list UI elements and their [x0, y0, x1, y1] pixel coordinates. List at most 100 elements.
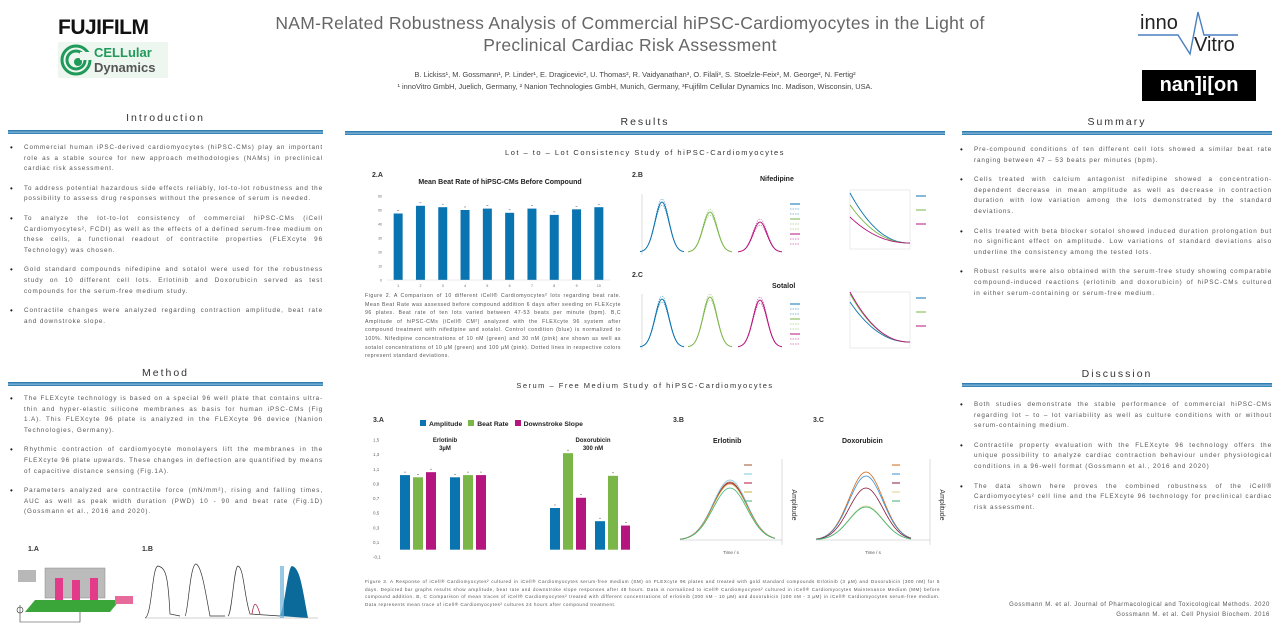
decay-curve [849, 192, 910, 244]
beat-rate-bar-chart: 0 10 20 30 40 50 60 1 2 3 4 5 6 7 8 9 10 [378, 195, 610, 288]
fujifilm-logo: FUJIFILM [58, 16, 149, 39]
decay-curve [849, 216, 910, 244]
lower-sd-trace [639, 204, 685, 252]
amplitude-axis-label: Amplitude [790, 489, 797, 520]
bar [460, 210, 470, 280]
method-list: The FLEXcyte technology is based on a sp… [8, 394, 323, 527]
plot-frame [849, 189, 911, 250]
bar-downstroke-slope [426, 472, 436, 550]
x-tick-label: 1 [397, 284, 399, 288]
nanion-logo: nan]i[on [1142, 70, 1256, 101]
bar [572, 209, 582, 280]
fig-3c-label: 3.C [813, 417, 824, 424]
legend-downstroke-slope: Downstroke Slope [514, 420, 583, 428]
mean-trace [815, 471, 912, 540]
summary-heading: Summary [1087, 116, 1147, 128]
bar-amplitude [550, 508, 560, 550]
upper-sd-trace [687, 293, 733, 347]
bar [594, 207, 604, 280]
fig-1a-label: 1.A [28, 546, 39, 553]
legend-beat-rate: Beat Rate [468, 420, 509, 428]
bar [527, 208, 537, 280]
fig-2a-title: Mean Beat Rate of hiPSC-CMs Before Compo… [418, 179, 582, 186]
results-divider [345, 131, 945, 135]
innovitro-logo: inno Vitro [1138, 8, 1253, 58]
bar-amplitude [595, 521, 605, 550]
x-tick-label: 7 [531, 284, 533, 288]
x-tick-label: 6 [509, 284, 511, 288]
group-label: Erlotinib [433, 438, 458, 444]
time-axis-label: Time / s [865, 550, 882, 555]
x-tick-label: 10 [597, 284, 601, 288]
summary-list: Pre-compound conditions of ten different… [958, 145, 1272, 308]
upper-sd-trace [737, 218, 783, 253]
lower-sd-trace [687, 299, 733, 347]
mean-trace [679, 481, 776, 540]
nifedipine-amplitude-traces [639, 194, 800, 255]
y-tick-label: 1,5 [373, 438, 380, 443]
bar-amplitude [400, 475, 410, 550]
y-tick-label: 0,3 [373, 525, 380, 530]
discussion-bullet: The data shown here proves the combined … [958, 482, 1272, 514]
contraction-parameter-traces [144, 563, 318, 619]
bar-beat-rate [463, 475, 473, 550]
intro-bullet: Commercial human iPSC-derived cardiomyoc… [8, 143, 323, 175]
y-tick-label: 0,9 [373, 481, 380, 486]
mean-trace [687, 296, 733, 348]
bar-amplitude [450, 477, 460, 550]
method-bullet: The FLEXcyte technology is based on a sp… [8, 394, 323, 436]
legend-amplitude: Amplitude [420, 420, 462, 428]
intro-bullet: To address potential hazardous side effe… [8, 184, 323, 205]
bar-beat-rate [608, 475, 618, 550]
lower-sd-trace [737, 302, 783, 347]
reference-item: Gossmann M. et al. Cell Physiol Biochem.… [1116, 612, 1270, 618]
y-tick-label: 10 [378, 265, 382, 269]
amplitude-axis-label: Amplitude [938, 489, 945, 520]
discussion-heading: Discussion [1081, 368, 1153, 380]
references: Gossmann M. et al. Journal of Pharmacolo… [962, 600, 1270, 620]
lower-sd-trace [737, 224, 783, 253]
upper-sd-trace [687, 208, 733, 252]
bar [393, 213, 403, 280]
introduction-heading: Introduction [126, 112, 205, 124]
x-tick-label: 5 [486, 284, 488, 288]
nifedipine-decay-chart [849, 189, 926, 250]
upper-sd-trace [639, 198, 685, 252]
fig-2-caption: Figure 2. A Comparison of 10 different i… [365, 293, 621, 360]
erlotinib-trace-title: Erlotinib [713, 438, 742, 445]
y-tick-label: 0,5 [373, 511, 380, 516]
bar [549, 214, 559, 280]
fig-2b-label: 2.B [632, 172, 643, 179]
fig-2a-label: 2.A [372, 172, 383, 179]
introduction-divider [8, 130, 323, 134]
group-label: Doxorubicin [575, 438, 610, 444]
fig-3a-legend: Amplitude Beat Rate Downstroke Slope [420, 420, 583, 428]
discussion-bullet: Both studies demonstrate the stable perf… [958, 400, 1272, 432]
sotalol-amplitude-traces [639, 293, 800, 350]
group-sublabel: 300 nM [583, 446, 603, 452]
lot-study-title: Lot – to – Lot Consistency Study of hiPS… [505, 148, 785, 157]
fig-1b-label: 1.B [142, 546, 153, 553]
cdi-logo-line1: CELLular [94, 45, 152, 60]
time-axis-label: Time / s [723, 550, 740, 555]
flexcyte-plate-schematic [16, 567, 133, 623]
mean-trace [737, 299, 783, 348]
results-heading: Results [620, 116, 670, 128]
doxorubicin-mean-traces: Amplitude Time / s [815, 459, 945, 555]
decay-curve [849, 293, 910, 343]
erlotinib-mean-traces: Amplitude Time / s [679, 459, 797, 555]
mean-trace [639, 298, 685, 348]
mean-trace [679, 483, 776, 540]
y-tick-label: 40 [378, 223, 382, 227]
cdi-swirl-icon [60, 44, 92, 76]
bar [482, 208, 492, 280]
y-tick-label: 0,1 [373, 540, 380, 545]
mean-trace [815, 475, 912, 540]
summary-bullet: Pre-compound conditions of ten different… [958, 145, 1272, 166]
upper-sd-trace [737, 296, 783, 347]
y-tick-label: 1,3 [373, 452, 380, 457]
y-tick-label: 50 [378, 209, 382, 213]
bar-downstroke-slope [476, 475, 486, 550]
bar-beat-rate [563, 453, 573, 550]
mean-trace [679, 487, 776, 540]
